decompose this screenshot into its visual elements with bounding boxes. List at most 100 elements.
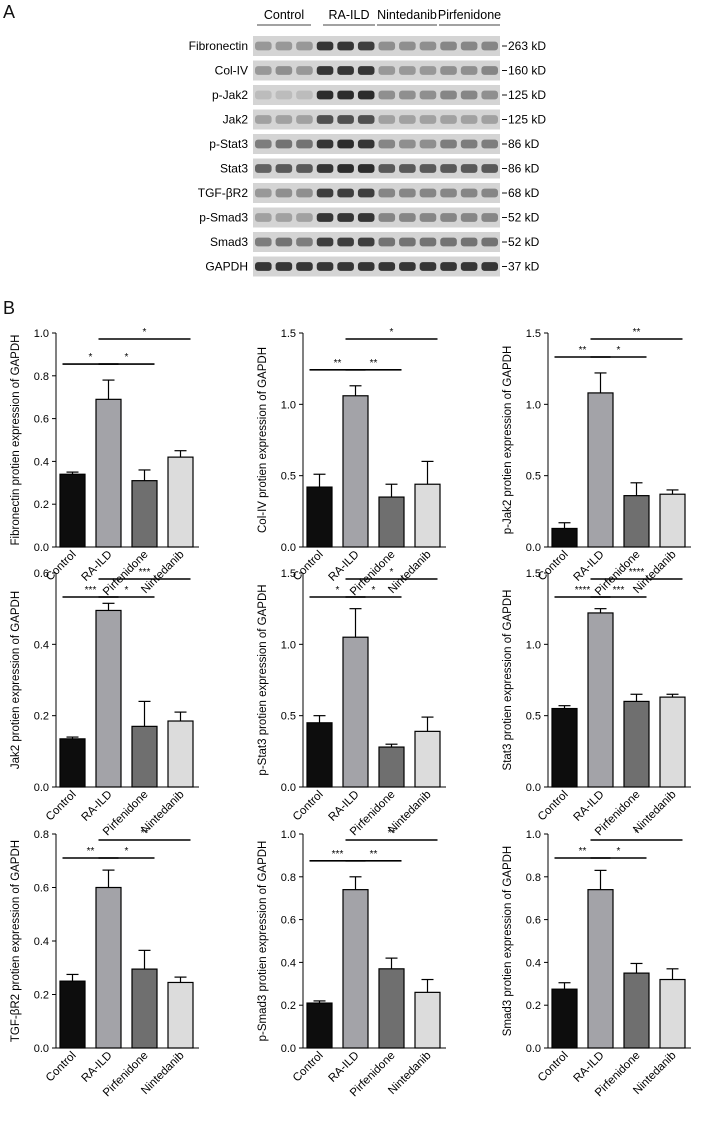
blot-band <box>255 41 272 51</box>
y-tick-label: 1.0 <box>526 639 541 651</box>
x-tick-label: Control <box>536 1050 571 1085</box>
blot-band <box>440 139 457 149</box>
blot-band <box>399 41 416 51</box>
blot-band <box>357 66 375 75</box>
blot-mw-label: 68 kD <box>508 186 540 200</box>
blot-strip-background <box>253 85 500 105</box>
blot-group-label: Nintedanib <box>377 8 437 22</box>
blot-band <box>399 115 416 124</box>
blot-band <box>460 139 478 149</box>
bar <box>167 720 194 788</box>
blot-band <box>316 262 334 271</box>
blot-band <box>481 115 498 124</box>
blot-mw-label: 86 kD <box>508 162 540 176</box>
bar <box>306 1002 333 1049</box>
y-tick-label: 0.0 <box>34 1043 49 1055</box>
significance-label: * <box>617 345 621 356</box>
significance-label: ** <box>87 846 95 857</box>
blot-band <box>337 90 354 100</box>
bar <box>342 636 369 788</box>
bar <box>623 700 650 788</box>
blot-band <box>337 41 354 51</box>
blot-band <box>419 90 437 100</box>
blot-band <box>275 188 293 198</box>
blot-band <box>255 237 272 247</box>
y-tick-label: 0.5 <box>526 471 541 483</box>
x-tick-label: Control <box>44 549 79 584</box>
blot-protein-label: p-Stat3 <box>209 137 248 151</box>
x-tick-label: Control <box>44 789 79 824</box>
significance-label: ** <box>370 358 378 369</box>
x-tick-label: Control <box>291 1050 326 1085</box>
blot-band <box>357 115 375 124</box>
panel-label-a: A <box>3 2 16 22</box>
blot-protein-label: TGF-βR2 <box>198 186 249 200</box>
blot-strip-background <box>253 183 500 203</box>
bar <box>378 968 405 1049</box>
blot-band <box>357 164 375 173</box>
blot-band <box>460 66 478 75</box>
bar <box>306 486 333 548</box>
y-tick-label: 0.2 <box>281 1000 296 1012</box>
significance-label: ** <box>388 828 396 839</box>
blot-band <box>460 164 478 173</box>
x-tick-label: RA-ILD <box>571 1050 606 1085</box>
y-tick-label: 1.0 <box>281 829 296 841</box>
blot-band <box>481 188 498 198</box>
blot-band <box>378 66 396 75</box>
blot-band <box>419 262 437 271</box>
blot-band <box>460 115 478 124</box>
blot-band <box>378 115 396 124</box>
bar <box>95 609 122 788</box>
y-tick-label: 0.4 <box>281 957 296 969</box>
y-tick-label: 0.4 <box>34 639 49 651</box>
x-tick-label: Control <box>536 549 571 584</box>
x-tick-label: RA-ILD <box>326 1050 361 1085</box>
blot-band <box>399 66 416 75</box>
y-tick-label: 0.4 <box>34 936 49 948</box>
bar <box>378 496 405 548</box>
significance-label: *** <box>139 567 151 578</box>
blot-band <box>440 213 457 222</box>
blot-band <box>296 213 313 222</box>
blot-group-label: Control <box>264 8 304 22</box>
y-tick-label: 0.4 <box>526 957 541 969</box>
blot-band <box>440 66 457 75</box>
significance-label: * <box>635 828 639 839</box>
blot-band <box>419 139 437 149</box>
blot-band <box>440 115 457 124</box>
significance-label: * <box>143 327 147 338</box>
y-tick-label: 0.2 <box>34 990 49 1002</box>
blot-band <box>337 188 354 198</box>
blot-mw-label: 125 kD <box>508 88 546 102</box>
significance-label: ** <box>579 345 587 356</box>
blot-strip-background <box>253 158 500 179</box>
blot-band <box>337 237 354 247</box>
significance-label: * <box>390 327 394 338</box>
bar <box>131 725 158 788</box>
y-tick-label: 0.0 <box>526 1043 541 1055</box>
blot-band <box>440 237 457 247</box>
bar <box>167 456 194 548</box>
significance-label: ** <box>370 849 378 860</box>
x-tick-label: RA-ILD <box>79 789 114 824</box>
y-tick-label: 1.5 <box>526 568 541 580</box>
y-tick-label: 1.5 <box>281 328 296 340</box>
blot-band <box>275 164 293 173</box>
bar <box>587 612 614 788</box>
blot-strip-background <box>253 36 500 56</box>
blot-band <box>275 237 293 247</box>
bar <box>167 981 194 1049</box>
blot-mw-label: 37 kD <box>508 260 540 274</box>
blot-mw-label: 263 kD <box>508 39 546 53</box>
western-blot-panel: Control RA-ILD Nintedanib Pirfenidone Fibron… <box>189 8 546 277</box>
bar <box>587 392 614 548</box>
blot-strip-background <box>253 256 500 277</box>
blot-band <box>316 164 334 173</box>
blot-protein-label: p-Smad3 <box>199 211 248 225</box>
blot-band <box>460 262 478 271</box>
y-tick-label: 1.0 <box>526 829 541 841</box>
bar <box>342 889 369 1049</box>
blot-band <box>255 213 272 222</box>
y-axis-label: p-Smad3 protien expression of GAPDH <box>257 841 269 1042</box>
